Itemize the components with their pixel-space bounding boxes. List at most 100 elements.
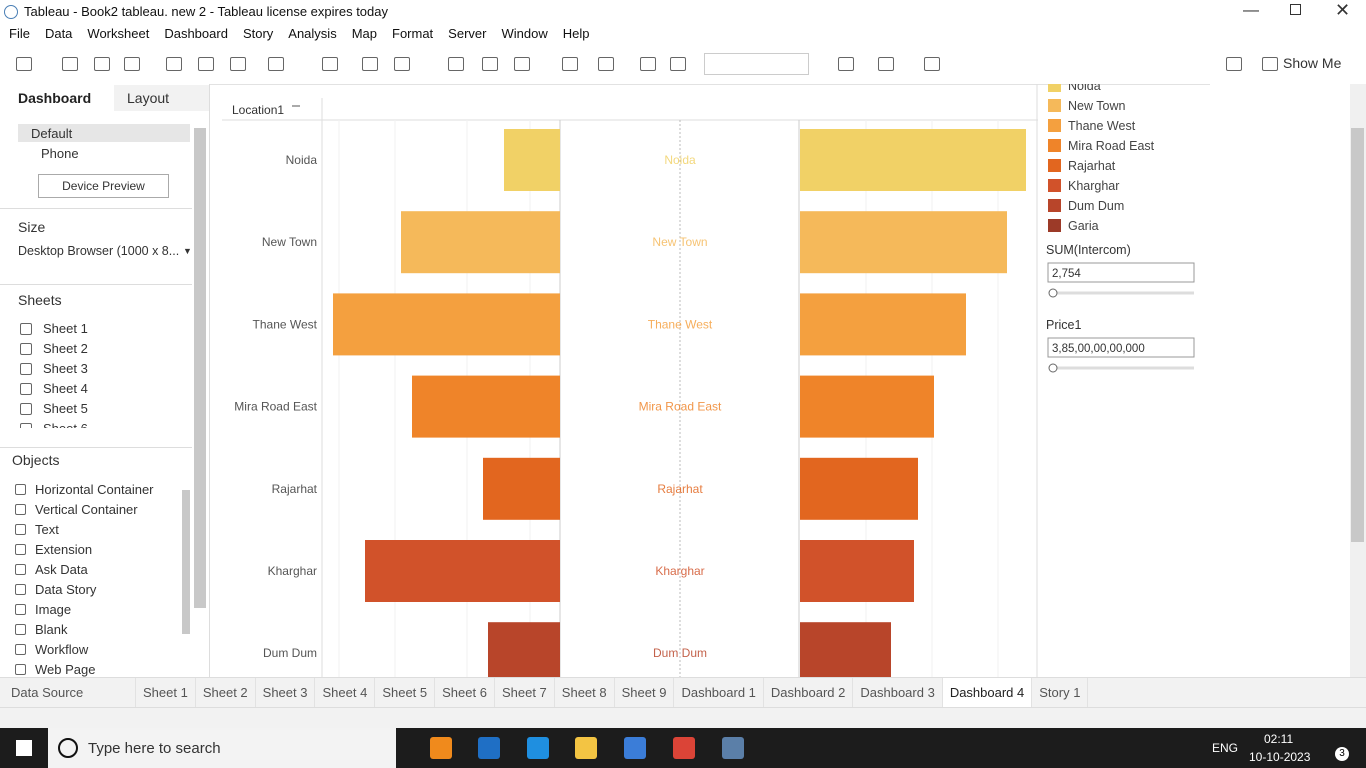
sheet-tab[interactable]: Sheet 4 <box>315 678 376 708</box>
menu-item[interactable]: Map <box>351 26 377 41</box>
legend-swatch <box>1048 119 1061 132</box>
sheet-tab[interactable]: Dashboard 3 <box>853 678 943 708</box>
layout-tab[interactable]: Layout <box>127 90 170 106</box>
sheet-item[interactable]: Sheet 4 <box>43 381 88 396</box>
menu-item[interactable]: Data <box>44 26 73 41</box>
toolbar-icon[interactable] <box>878 57 894 71</box>
taskbar-app[interactable] <box>673 737 695 759</box>
menu-item[interactable]: Story <box>242 26 274 41</box>
device-preview-button[interactable]: Device Preview <box>38 174 169 198</box>
scrollbar[interactable] <box>194 128 206 608</box>
toolbar-icon[interactable] <box>598 57 614 71</box>
sheet-tab[interactable]: Sheet 9 <box>615 678 675 708</box>
toolbar-icon[interactable] <box>394 57 410 71</box>
sheet-tab[interactable]: Sheet 7 <box>495 678 555 708</box>
device-default[interactable]: Default <box>31 126 73 141</box>
layout-tab-bg <box>114 85 209 111</box>
start-button[interactable] <box>16 740 32 756</box>
toolbar-icon[interactable] <box>124 57 140 71</box>
toolbar-icon[interactable] <box>166 57 182 71</box>
menu-item[interactable]: Window <box>501 26 548 41</box>
object-item[interactable]: Blank <box>35 622 68 637</box>
sheet-tab[interactable]: Sheet 1 <box>136 678 196 708</box>
toolbar-icon[interactable] <box>924 57 940 71</box>
object-item[interactable]: Extension <box>35 542 93 557</box>
toolbar-icon[interactable] <box>1262 57 1278 71</box>
minimize[interactable]: — <box>1243 2 1259 19</box>
sheet-tab[interactable]: Sheet 5 <box>375 678 436 708</box>
divider <box>0 447 192 448</box>
toolbar-icon[interactable] <box>198 57 214 71</box>
toolbar-icon[interactable] <box>562 57 578 71</box>
object-item[interactable]: Image <box>35 602 72 617</box>
toolbar-icon[interactable] <box>230 57 246 71</box>
taskbar-app[interactable] <box>478 737 500 759</box>
legend-label: Garia <box>1068 219 1099 233</box>
search-placeholder[interactable]: Type here to search <box>88 740 221 757</box>
object-item[interactable]: Vertical Container <box>35 502 138 517</box>
restore[interactable] <box>1290 4 1301 15</box>
search-box[interactable] <box>48 728 396 768</box>
toolbar-icon[interactable] <box>322 57 338 71</box>
sheet-tab[interactable]: Dashboard 4 <box>942 678 1033 708</box>
toolbar-icon[interactable] <box>670 57 686 71</box>
dashboard-tab[interactable]: Dashboard <box>18 90 92 106</box>
sheet-item[interactable]: Sheet 6 <box>43 421 88 428</box>
object-item[interactable]: Horizontal Container <box>35 482 154 497</box>
object-item[interactable]: Ask Data <box>35 562 88 577</box>
sheet-item[interactable]: Sheet 3 <box>43 361 88 376</box>
toolbar-icon[interactable] <box>62 57 78 71</box>
toolbar-icon[interactable] <box>838 57 854 71</box>
toolbar-icon[interactable] <box>482 57 498 71</box>
sheet-tab[interactable]: Sheet 3 <box>256 678 316 708</box>
sheet-tab[interactable]: Dashboard 1 <box>674 678 764 708</box>
bar-left <box>401 211 560 274</box>
menu-item[interactable]: Server <box>448 26 487 41</box>
sheet-tab[interactable]: Data Source <box>4 678 136 708</box>
toolbar-icon[interactable] <box>94 57 110 71</box>
taskbar-app[interactable] <box>430 737 452 759</box>
menu-item[interactable]: Worksheet <box>87 26 150 41</box>
toolbar-dropdown[interactable] <box>704 53 809 75</box>
show-me[interactable]: Show Me <box>1283 55 1342 71</box>
clock-date[interactable]: 10-10-2023 <box>1249 750 1311 764</box>
sheet-tab[interactable]: Dashboard 2 <box>764 678 854 708</box>
sheet-tab[interactable]: Sheet 2 <box>196 678 256 708</box>
size-value[interactable]: Desktop Browser (1000 x 8... <box>18 244 180 258</box>
toolbar-icon[interactable] <box>514 57 530 71</box>
object-item[interactable]: Data Story <box>35 582 97 597</box>
device-phone[interactable]: Phone <box>41 146 79 161</box>
sheet-tab[interactable]: Story 1 <box>1032 678 1089 708</box>
scrollbar[interactable] <box>1351 128 1364 542</box>
sheet-tab[interactable]: Sheet 6 <box>435 678 495 708</box>
sheet-item[interactable]: Sheet 2 <box>43 341 88 356</box>
size-dropdown[interactable]: ▼ <box>183 246 192 256</box>
sheet-tab[interactable]: Sheet 8 <box>555 678 615 708</box>
close[interactable]: ✕ <box>1335 0 1351 20</box>
language[interactable]: ENG <box>1212 741 1239 755</box>
menu-item[interactable]: File <box>9 26 30 41</box>
toolbar-icon[interactable] <box>1226 57 1242 71</box>
menu-item[interactable]: Analysis <box>288 26 337 41</box>
taskbar-app[interactable] <box>722 737 744 759</box>
clock-time[interactable]: 02:11 <box>1264 732 1294 746</box>
object-item[interactable]: Workflow <box>35 642 89 657</box>
sheet-item[interactable]: Sheet 5 <box>43 401 88 416</box>
menu-item[interactable]: Help <box>562 26 590 41</box>
menu-item[interactable]: Dashboard <box>164 26 228 41</box>
toolbar-icon[interactable] <box>448 57 464 71</box>
sheet-item[interactable]: Sheet 1 <box>43 321 88 336</box>
scrollbar[interactable] <box>182 490 190 634</box>
object-item[interactable]: Web Page <box>35 662 96 677</box>
taskbar-app[interactable] <box>624 737 646 759</box>
notification-badge[interactable]: 3 <box>1335 747 1349 761</box>
object-item[interactable]: Text <box>35 522 59 537</box>
taskbar-app[interactable] <box>527 737 549 759</box>
toolbar-icon[interactable] <box>16 57 32 71</box>
toolbar-icon[interactable] <box>362 57 378 71</box>
taskbar-app[interactable] <box>575 737 597 759</box>
legend-swatch <box>1048 179 1061 192</box>
menu-item[interactable]: Format <box>392 26 434 41</box>
toolbar-icon[interactable] <box>268 57 284 71</box>
toolbar-icon[interactable] <box>640 57 656 71</box>
